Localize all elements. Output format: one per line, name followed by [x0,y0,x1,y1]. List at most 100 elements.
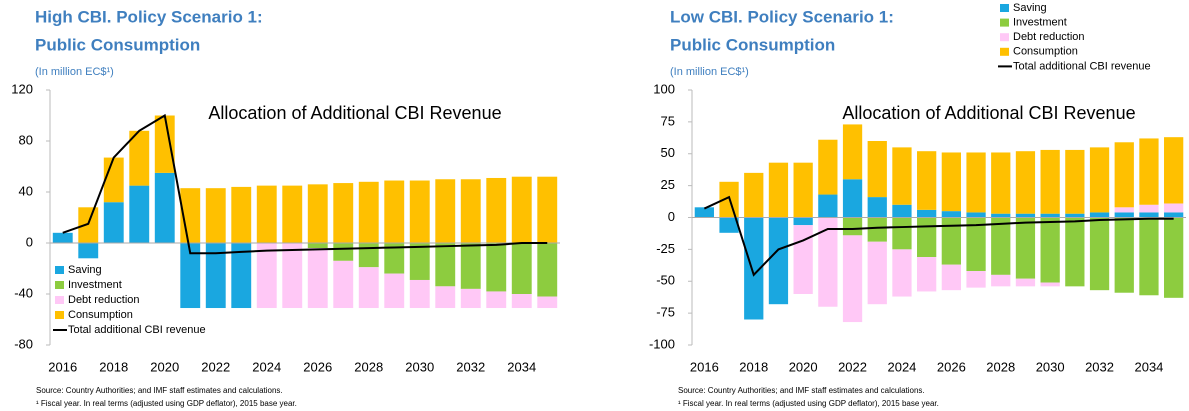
bar-segment [52,232,73,243]
chart-title: Public Consumption [670,35,835,54]
bar-segment [867,197,887,218]
legend-label: Saving [1013,2,1047,14]
x-tick-label: 2030 [405,359,434,374]
bar-segment [892,204,912,218]
bar-segment [486,177,507,243]
bar-segment [966,212,986,218]
bar-segment [917,217,937,258]
bar-segment [1040,217,1060,283]
bar-segment [966,271,986,288]
legend-label: Saving [68,264,102,276]
bar-segment [231,186,252,243]
bar-segment [78,243,99,259]
x-tick-label: 2016 [690,359,719,374]
bar-segment [793,162,813,218]
bar-segment [1040,282,1060,287]
legend-label: Investment [68,279,122,291]
annotation: Allocation of Additional CBI Revenue [842,103,1135,123]
bar-segment [842,179,863,218]
bar-segment [154,115,175,173]
bar-segment [511,243,532,294]
legend-swatch [1000,33,1009,42]
bar-segment [358,181,379,243]
bar-segment [256,243,277,309]
bar-segment [991,217,1011,275]
y-tick-label: -75 [656,305,675,320]
bar-segment [991,274,1011,287]
y-tick-label: 0 [668,209,675,224]
source: Source: Country Authorities; and IMF sta… [36,386,283,395]
bar-segment [1065,213,1085,218]
x-tick-label: 2034 [507,359,536,374]
bar-segment [917,257,937,292]
bar-segment [744,172,764,218]
legend-swatch [55,281,64,289]
bar-segment [941,211,961,218]
total-line [62,113,548,255]
bar-segment [511,294,532,309]
bar-segment [1015,217,1036,279]
chart-subtitle: (In million EC$¹) [35,66,114,78]
x-tick-label: 2026 [303,359,332,374]
bar-segment [1139,138,1159,205]
bar-segment [1089,212,1110,218]
bar-segment [1015,151,1036,214]
bar-segment [460,288,481,309]
bar-segment [867,241,887,305]
bar-segment [1114,142,1134,208]
bar-segment [103,157,124,203]
legend-label: Debt reduction [1013,31,1085,43]
x-tick-label: 2026 [937,359,966,374]
bar-segment [435,243,456,287]
bar-segment [384,273,405,309]
bar-segment [1164,203,1184,213]
note: ¹ Fiscal year. In real terms (adjusted u… [36,399,297,408]
x-tick-label: 2032 [1085,359,1114,374]
bar-segment [129,185,150,243]
bar-segment [78,207,99,243]
x-tick-label: 2022 [201,359,230,374]
x-tick-label: 2024 [887,359,916,374]
bar-segment [719,217,739,233]
bar-segment [1089,147,1110,213]
bar-segment [282,243,303,309]
legend-swatch [55,311,64,319]
bar-segment [384,180,405,243]
chart-title: Low CBI. Policy Scenario 1: [670,7,894,26]
bar-segment [1114,212,1134,218]
x-tick-label: 2030 [1036,359,1065,374]
bar-segment [1139,204,1159,213]
bar-segment [867,141,887,198]
bar-segment [1015,278,1036,287]
bar-segment [511,176,532,243]
y-tick-label: 75 [661,113,675,128]
x-tick-label: 2034 [1134,359,1163,374]
legend-label: Total additional CBI revenue [1013,60,1151,72]
bar-segment [129,130,150,186]
bar-segment [333,243,354,261]
bar-segment [793,225,813,294]
bar-segment [1065,217,1085,287]
bar-segment [256,185,277,243]
bar-segment [460,243,481,289]
bar-segment [1040,149,1060,214]
bar-segment [1114,207,1134,213]
bar-segment [842,217,863,236]
bar-segment [1164,137,1184,204]
y-tick-label: -25 [656,241,675,256]
y-tick-label: 120 [11,81,33,96]
bar-segment [1015,213,1036,218]
bar-segment [793,217,813,226]
bar-segment [966,152,986,213]
chart-title: Public Consumption [35,35,200,54]
x-tick-label: 2024 [252,359,281,374]
chart-title: High CBI. Policy Scenario 1: [35,7,263,26]
bar-segment [818,194,838,218]
bar-segment [282,185,303,243]
bar-segment [694,207,714,218]
bar-segment [103,202,124,243]
bar-segment [460,179,481,243]
x-tick-label: 2032 [456,359,485,374]
bar-segment [307,248,328,309]
